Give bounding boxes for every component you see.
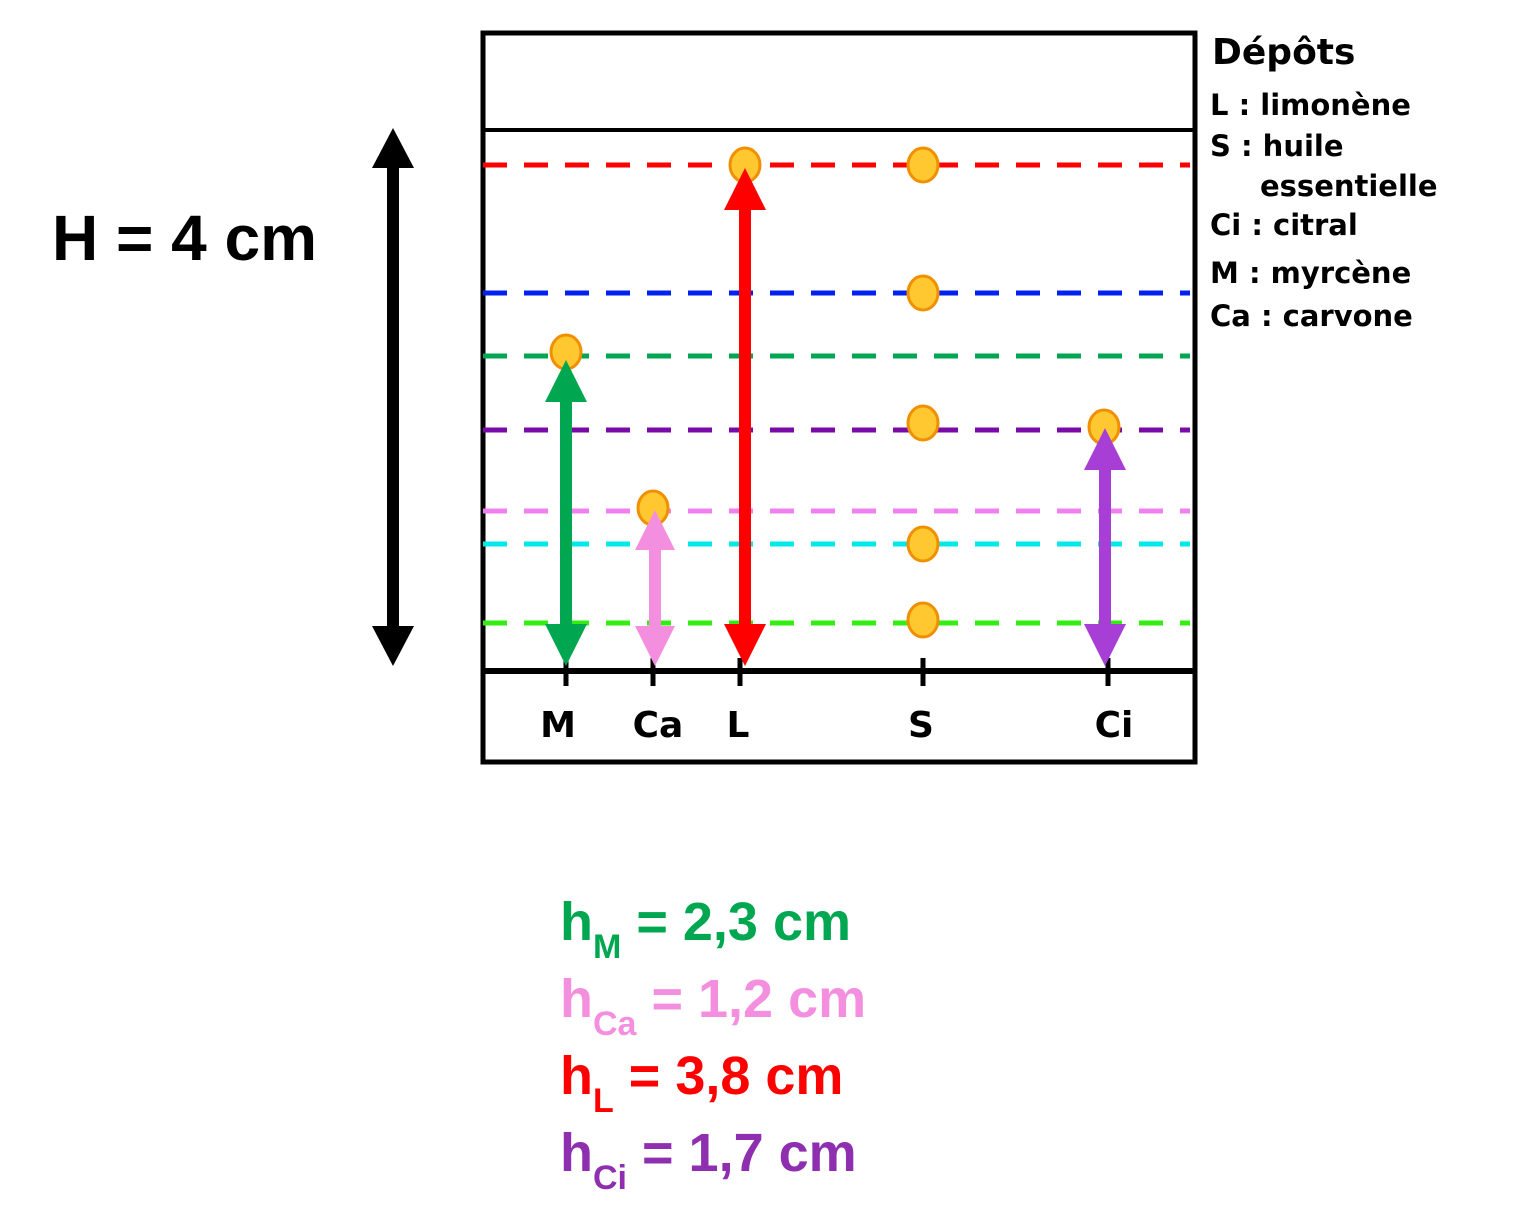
result-symbol: h (560, 969, 593, 1029)
result: hCa = 1,2 cm (560, 969, 866, 1043)
result-subscript: L (593, 1082, 614, 1120)
result-symbol: h (560, 1123, 593, 1183)
lane-label: L (727, 705, 750, 746)
result: hCi = 1,7 cm (560, 1123, 857, 1197)
arrow-head (545, 360, 587, 402)
arrow-head (635, 626, 675, 666)
result: hM = 2,3 cm (560, 892, 851, 966)
result-subscript: Ca (593, 1005, 638, 1043)
dashed-lines (483, 162, 1190, 686)
legend-line: Ci : citral (1210, 208, 1358, 242)
arrow-head (1084, 624, 1126, 666)
legend-line: M : myrcène (1210, 256, 1411, 290)
arrow-head (545, 624, 587, 666)
result-symbol: h (560, 1046, 593, 1106)
legend-line: L : limonène (1210, 88, 1411, 122)
result-symbol: h (560, 892, 593, 952)
spot (906, 404, 940, 442)
result-subscript: Ci (593, 1159, 627, 1197)
plate (480, 30, 1198, 765)
spot (906, 525, 940, 563)
legend-title: Dépôts (1212, 32, 1355, 73)
result: hL = 3,8 cm (560, 1046, 843, 1120)
result-value: = 2,3 cm (621, 892, 851, 952)
result-subscript: M (593, 928, 621, 966)
lane-label: Ci (1095, 705, 1134, 746)
legend-line: S : huile (1210, 129, 1344, 163)
result-value: = 3,8 cm (614, 1046, 844, 1106)
arrow-head (1084, 428, 1126, 470)
arrow-head (724, 624, 766, 666)
result-value: = 1,7 cm (627, 1123, 857, 1183)
arrow-head (372, 626, 414, 666)
arrows (372, 128, 1126, 666)
result-value: = 1,2 cm (636, 969, 866, 1029)
legend-line: Ca : carvone (1210, 299, 1413, 333)
height-label: H = 4 cm (52, 202, 317, 274)
arrow-head (724, 168, 766, 210)
legend-line: essentielle (1260, 169, 1438, 203)
arrow-head (372, 128, 414, 168)
spot (906, 146, 940, 184)
arrow-head (635, 510, 675, 550)
lane-label: M (540, 705, 576, 746)
lane-label: S (908, 705, 934, 746)
lane-label: Ca (633, 705, 684, 746)
spots (549, 146, 1121, 639)
spot (906, 274, 940, 312)
spot (906, 601, 940, 639)
